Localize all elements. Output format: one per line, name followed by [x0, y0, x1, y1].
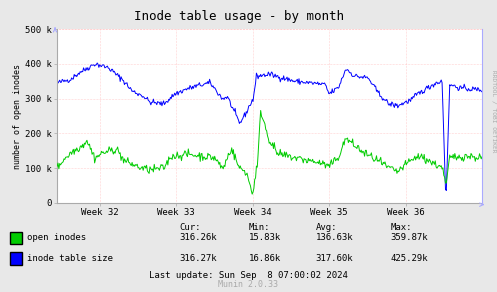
- Text: inode table size: inode table size: [27, 254, 113, 263]
- Text: 359.87k: 359.87k: [390, 234, 428, 242]
- Text: Munin 2.0.33: Munin 2.0.33: [219, 280, 278, 289]
- Text: 136.63k: 136.63k: [316, 234, 353, 242]
- Text: 425.29k: 425.29k: [390, 254, 428, 263]
- Text: 316.26k: 316.26k: [179, 234, 217, 242]
- Text: Min:: Min:: [248, 223, 270, 232]
- Y-axis label: number of open inodes: number of open inodes: [13, 64, 22, 168]
- Text: Avg:: Avg:: [316, 223, 337, 232]
- Text: Inode table usage - by month: Inode table usage - by month: [134, 10, 343, 23]
- Text: Max:: Max:: [390, 223, 412, 232]
- Text: 317.60k: 317.60k: [316, 254, 353, 263]
- Text: Cur:: Cur:: [179, 223, 200, 232]
- Text: Last update: Sun Sep  8 07:00:02 2024: Last update: Sun Sep 8 07:00:02 2024: [149, 272, 348, 280]
- Text: RRDTOOL / TOBI OETIKER: RRDTOOL / TOBI OETIKER: [491, 70, 496, 152]
- Text: 316.27k: 316.27k: [179, 254, 217, 263]
- Text: 16.86k: 16.86k: [248, 254, 281, 263]
- Text: 15.83k: 15.83k: [248, 234, 281, 242]
- Text: open inodes: open inodes: [27, 234, 86, 242]
